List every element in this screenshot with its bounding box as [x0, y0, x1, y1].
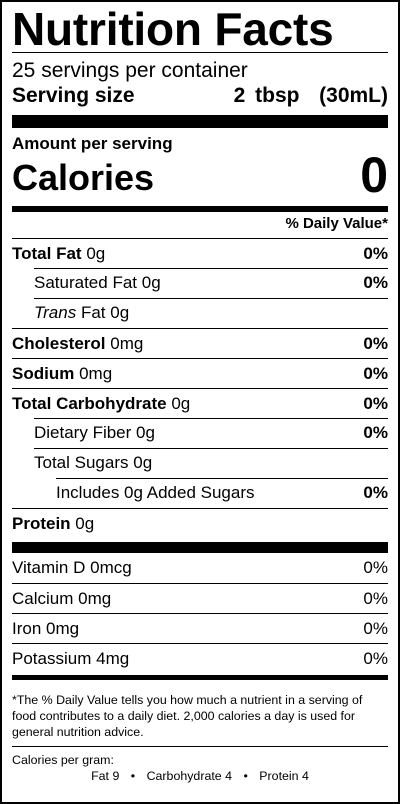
cpg-fat-value: 9 [112, 769, 120, 783]
vitamin-row-vitamin-d: Vitamin D 0mcg 0% [12, 553, 388, 583]
title-rule [12, 52, 388, 53]
nutrient-dv: 0% [363, 243, 388, 263]
calories-per-gram-values: Fat 9 • Carbohydrate 4 • Protein 4 [12, 768, 388, 784]
nutrient-row-total-sugars: Total Sugars 0g [12, 448, 388, 478]
nutrient-row-dietary-fiber: Dietary Fiber 0g 0% [12, 418, 388, 448]
medium-divider [12, 206, 388, 212]
vitamin-name: Potassium [12, 648, 92, 668]
calories-value: 0 [360, 147, 388, 203]
vitamin-amount: 0mg [46, 618, 80, 638]
nutrient-row-total-carbohydrate: Total Carbohydrate 0g 0% [12, 388, 388, 418]
cpg-fat-name: Fat [91, 769, 109, 783]
nutrient-row-sodium: Sodium 0mg 0% [12, 358, 388, 388]
bullet-separator: • [130, 769, 136, 783]
nutrient-amount: 0g [141, 273, 161, 292]
vitamin-name: Calcium [12, 588, 74, 608]
medium-divider [12, 675, 388, 680]
nutrient-name-rest: Fat [80, 303, 106, 322]
calories-per-gram-label: Calories per gram: [12, 753, 114, 767]
calories-row: Calories 0 [12, 147, 388, 203]
nutrient-name: Cholesterol [12, 333, 106, 353]
vitamin-name: Iron [12, 618, 42, 638]
vitamin-amount: 4mg [96, 648, 130, 668]
nutrient-dv: 0% [363, 363, 388, 383]
nutrient-amount: 0g [86, 243, 106, 263]
vitamin-row-calcium: Calcium 0mg 0% [12, 583, 388, 613]
vitamin-amount: 0mg [78, 588, 112, 608]
bullet-separator: • [243, 769, 248, 783]
nutrient-row-trans-fat: Trans Fat 0g [12, 298, 388, 328]
cpg-protein-value: 4 [302, 769, 309, 783]
daily-value-footnote: *The % Daily Value tells you how much a … [12, 693, 363, 739]
nutrient-name: Trans [34, 303, 77, 322]
vitamin-amount: 0mcg [90, 558, 132, 577]
serving-size-row: Serving size 2 tbsp (30mL) [12, 83, 388, 109]
nutrient-name: Sodium [12, 363, 75, 383]
nutrient-name: Saturated Fat [34, 273, 138, 292]
nutrient-name: Protein [12, 513, 71, 533]
nutrient-amount: 0g [75, 513, 95, 533]
nutrient-name: Includes 0g Added Sugars [56, 483, 255, 502]
nutrient-amount: 0g [136, 423, 155, 442]
nutrient-amount: 0g [110, 303, 130, 322]
vitamin-dv: 0% [363, 588, 388, 608]
cpg-protein-name: Protein [259, 769, 299, 783]
nutrient-dv: 0% [363, 423, 388, 442]
nutrient-row-protein: Protein 0g [12, 508, 388, 538]
thick-divider [12, 542, 388, 553]
nutrient-row-saturated-fat: Saturated Fat 0g 0% [12, 268, 388, 298]
amount-per-serving: Amount per serving [12, 134, 173, 153]
nutrient-amount: 0mg [79, 363, 113, 383]
serving-size-label: Serving size [12, 84, 135, 107]
cpg-carb-name: Carbohydrate [146, 769, 222, 783]
nutrient-row-cholesterol: Cholesterol 0mg 0% [12, 328, 388, 358]
vitamin-name: Vitamin D [12, 558, 86, 577]
vitamin-row-potassium: Potassium 4mg 0% [12, 643, 388, 673]
label-title: Nutrition Facts [12, 3, 334, 55]
nutrient-name: Total Sugars [34, 453, 129, 472]
nutrient-row-total-fat: Total Fat 0g 0% [12, 238, 388, 268]
thick-divider [12, 115, 388, 128]
vitamin-dv: 0% [363, 648, 388, 668]
cpg-carb-value: 4 [225, 769, 233, 783]
nutrient-dv: 0% [363, 333, 388, 353]
nutrient-amount: 0mg [110, 333, 144, 353]
calories-label: Calories [12, 157, 155, 198]
footnote-rule [12, 746, 388, 747]
nutrient-dv: 0% [363, 273, 388, 292]
nutrient-amount: 0g [171, 393, 191, 413]
daily-value-header: % Daily Value* [285, 215, 388, 232]
nutrient-name: Dietary Fiber [34, 423, 132, 442]
nutrient-dv: 0% [363, 393, 388, 413]
vitamin-dv: 0% [363, 618, 388, 638]
nutrient-name: Total Carbohydrate [12, 393, 167, 413]
servings-per-container: 25 servings per container [12, 59, 248, 82]
nutrient-dv: 0% [363, 483, 388, 502]
nutrient-name: Total Fat [12, 243, 82, 263]
vitamin-dv: 0% [363, 558, 388, 577]
serving-size-value: 2 tbsp (30mL) [233, 84, 388, 107]
nutrient-row-added-sugars: Includes 0g Added Sugars 0% [12, 478, 388, 508]
nutrient-amount: 0g [133, 453, 153, 472]
vitamin-row-iron: Iron 0mg 0% [12, 613, 388, 643]
